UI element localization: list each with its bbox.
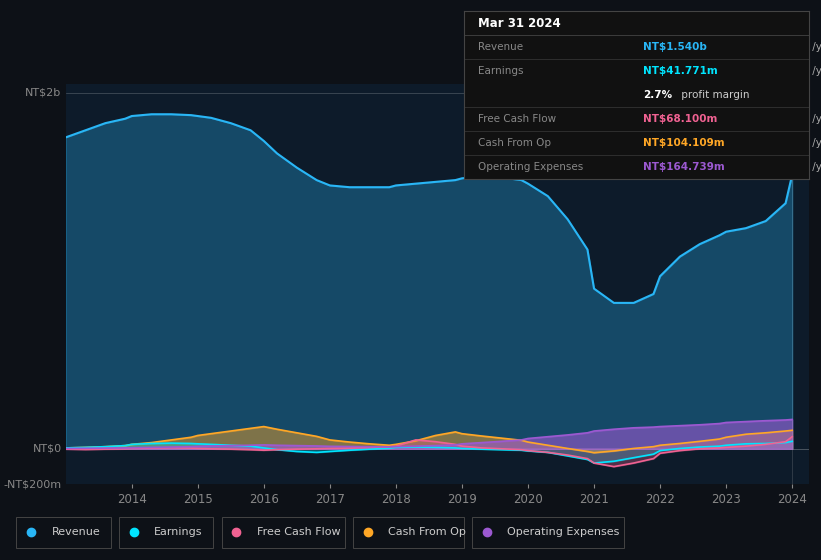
- Text: NT$104.109m: NT$104.109m: [643, 138, 725, 148]
- Text: /yr: /yr: [809, 66, 821, 76]
- Text: NT$41.771m: NT$41.771m: [643, 66, 718, 76]
- Text: Operating Expenses: Operating Expenses: [507, 528, 620, 537]
- Text: 2.7%: 2.7%: [643, 90, 672, 100]
- Text: NT$0: NT$0: [33, 444, 62, 454]
- Text: profit margin: profit margin: [677, 90, 749, 100]
- Text: Mar 31 2024: Mar 31 2024: [478, 17, 561, 30]
- Text: Earnings: Earnings: [154, 528, 203, 537]
- Text: Free Cash Flow: Free Cash Flow: [257, 528, 341, 537]
- Text: Operating Expenses: Operating Expenses: [478, 162, 583, 172]
- Text: Cash From Op: Cash From Op: [388, 528, 466, 537]
- Text: NT$68.100m: NT$68.100m: [643, 114, 718, 124]
- Text: /yr: /yr: [809, 138, 821, 148]
- Text: /yr: /yr: [809, 42, 821, 52]
- Text: -NT$200m: -NT$200m: [3, 479, 62, 489]
- Text: Free Cash Flow: Free Cash Flow: [478, 114, 556, 124]
- Text: Earnings: Earnings: [478, 66, 523, 76]
- Text: Revenue: Revenue: [52, 528, 100, 537]
- Text: NT$2b: NT$2b: [25, 88, 62, 98]
- Text: NT$164.739m: NT$164.739m: [643, 162, 725, 172]
- Text: /yr: /yr: [809, 114, 821, 124]
- Text: Cash From Op: Cash From Op: [478, 138, 551, 148]
- Text: NT$1.540b: NT$1.540b: [643, 42, 707, 52]
- Text: /yr: /yr: [809, 162, 821, 172]
- Text: Revenue: Revenue: [478, 42, 523, 52]
